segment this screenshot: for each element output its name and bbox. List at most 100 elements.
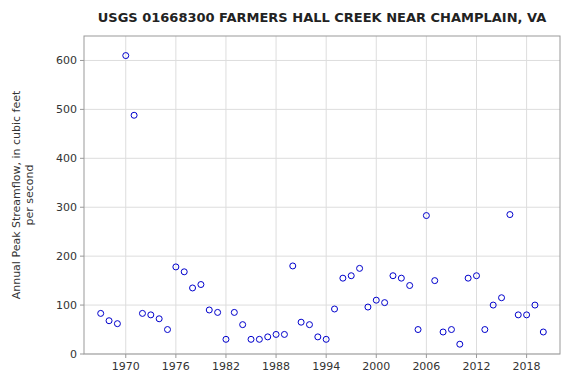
- tick-label-x: 2000: [362, 360, 390, 373]
- point: [515, 312, 521, 318]
- point: [265, 334, 271, 340]
- point: [173, 264, 179, 270]
- tick-x: [376, 354, 377, 358]
- grid-line-x: [326, 36, 327, 354]
- tick-label-x: 1970: [112, 360, 140, 373]
- point: [206, 307, 212, 313]
- point: [373, 297, 379, 303]
- axes: 1970 1976 1982 1988 1994 2000 2006 2012 2018 0 100…: [56, 54, 541, 373]
- point: [114, 321, 120, 327]
- tick-y: [80, 60, 84, 61]
- tick-x: [225, 354, 226, 358]
- tick-x: [276, 354, 277, 358]
- point: [532, 302, 538, 308]
- point: [131, 112, 137, 118]
- tick-x: [526, 354, 527, 358]
- point: [165, 327, 171, 333]
- tick-y: [80, 354, 84, 355]
- tick-label-y: 400: [56, 152, 77, 165]
- tick-label-y: 600: [56, 54, 77, 67]
- tick-label-x: 1994: [312, 360, 340, 373]
- tick-label-x: 1982: [212, 360, 240, 373]
- grid-line-x: [526, 36, 527, 354]
- point: [415, 327, 421, 333]
- point: [499, 295, 505, 301]
- point: [507, 212, 513, 218]
- point: [365, 304, 371, 310]
- grid-line-y: [84, 305, 560, 306]
- point: [482, 327, 488, 333]
- point: [398, 275, 404, 281]
- point: [473, 273, 479, 279]
- point: [465, 275, 471, 281]
- point: [306, 322, 312, 328]
- point: [524, 312, 530, 318]
- point: [382, 300, 388, 306]
- tick-x: [125, 354, 126, 358]
- tick-label-y: 100: [56, 299, 77, 312]
- point: [490, 302, 496, 308]
- tick-x: [175, 354, 176, 358]
- tick-x: [426, 354, 427, 358]
- point: [407, 283, 413, 289]
- grid-line-y: [84, 109, 560, 110]
- grid-line-x: [175, 36, 176, 354]
- point: [448, 327, 454, 333]
- tick-label-x: 1988: [262, 360, 290, 373]
- point: [323, 336, 329, 342]
- point: [340, 275, 346, 281]
- tick-label-x: 2012: [462, 360, 490, 373]
- tick-y: [80, 207, 84, 208]
- point: [357, 265, 363, 271]
- tick-y: [80, 256, 84, 257]
- title: USGS 01668300 FARMERS HALL CREEK NEAR CH…: [98, 10, 547, 25]
- tick-label-x: 2006: [412, 360, 440, 373]
- tick-label-x: 1976: [162, 360, 190, 373]
- point: [457, 341, 463, 347]
- chart-container: 1970 1976 1982 1988 1994 2000 2006 2012 2018 0 100…: [0, 0, 576, 384]
- tick-label-y: 300: [56, 201, 77, 214]
- grid-line-x: [426, 36, 427, 354]
- point: [215, 309, 221, 315]
- point: [198, 282, 204, 288]
- tick-label-y: 200: [56, 250, 77, 263]
- point: [256, 336, 262, 342]
- point: [148, 312, 154, 318]
- grid-line-x: [276, 36, 277, 354]
- point: [106, 318, 112, 324]
- grid-line-x: [476, 36, 477, 354]
- point: [181, 269, 187, 275]
- chart-svg: 1970 1976 1982 1988 1994 2000 2006 2012 2018 0 100…: [0, 0, 576, 384]
- point: [540, 329, 546, 335]
- tick-y: [80, 158, 84, 159]
- point: [332, 306, 338, 312]
- grid: [84, 36, 560, 354]
- point: [432, 278, 438, 284]
- point: [156, 316, 162, 322]
- point: [281, 331, 287, 337]
- point: [190, 285, 196, 291]
- point: [290, 263, 296, 269]
- point: [240, 322, 246, 328]
- grid-line-x: [376, 36, 377, 354]
- tick-y: [80, 109, 84, 110]
- grid-line-y: [84, 256, 560, 257]
- tick-label-y: 500: [56, 103, 77, 116]
- point: [248, 336, 254, 342]
- point: [123, 53, 129, 59]
- point: [139, 310, 145, 316]
- point: [298, 319, 304, 325]
- point: [223, 336, 229, 342]
- point: [423, 213, 429, 219]
- y-axis-label: Annual Peak Streamflow, in cubic feetper…: [10, 90, 36, 299]
- point: [273, 331, 279, 337]
- tick-label-x: 2018: [513, 360, 541, 373]
- tick-y: [80, 305, 84, 306]
- tick-label-y: 0: [70, 348, 77, 361]
- grid-line-y: [84, 158, 560, 159]
- plot-frame: [84, 36, 560, 354]
- grid-line-x: [225, 36, 226, 354]
- point: [231, 309, 237, 315]
- grid-line-y: [84, 207, 560, 208]
- point: [440, 329, 446, 335]
